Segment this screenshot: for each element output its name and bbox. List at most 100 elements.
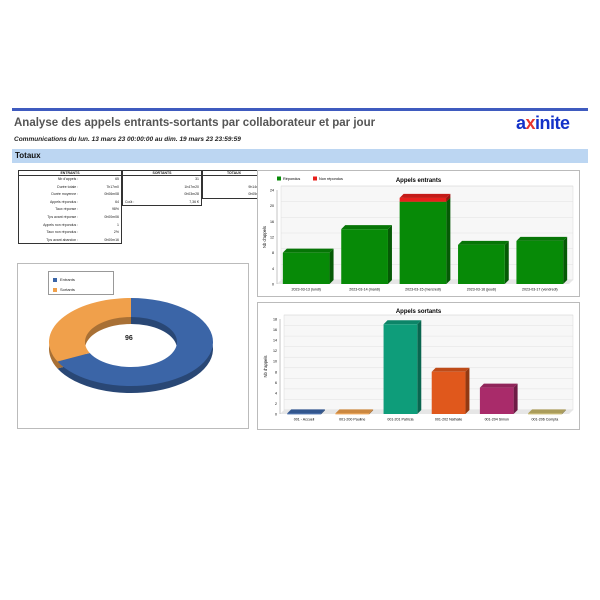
bar-side <box>387 225 392 284</box>
bar-side <box>446 197 451 284</box>
chart-title: Appels entrants <box>396 178 442 184</box>
y-tick-label: 14 <box>273 339 277 343</box>
row-value: 1 <box>117 222 119 227</box>
sortants-bar-chart: Appels sortants 0 2 4 6 8 10 12 14 16 18 Nb d'appel… <box>263 309 574 422</box>
sortants-column: SORTANTS 31 1h47m20 0h03m28 Coût : 7,36 € <box>122 170 202 207</box>
row-label: Durée moyenne : <box>51 192 79 197</box>
row-label: Appels non répondus : <box>43 222 79 227</box>
legend-item-entrants: Entrants <box>53 277 75 282</box>
y-tick-label: 0 <box>275 413 277 417</box>
sortants-chart-panel: Appels sortants 0 2 4 6 8 10 12 14 16 18 Nb d'appel… <box>257 302 580 430</box>
bar <box>516 240 564 284</box>
y-tick-label: 16 <box>273 328 277 332</box>
bar-side <box>417 320 422 414</box>
row-value: 65 <box>115 177 119 181</box>
row-value: 0h00m06 <box>104 214 119 219</box>
y-tick-label: 18 <box>273 318 277 322</box>
y-axis-label: Nb d'appels <box>263 356 268 378</box>
legend-label: Répondus <box>283 177 300 181</box>
section-title: Totaux <box>15 151 41 160</box>
legend-swatch <box>53 287 57 292</box>
row-value: 1h47m20 <box>184 184 199 189</box>
x-tick-label: 2023-03-15 (mercredi) <box>405 288 441 292</box>
period-subtitle: Communications du lun. 13 mars 23 00:00:… <box>14 136 241 143</box>
y-tick-label: 8 <box>275 370 277 374</box>
entrants-chart-panel: Appels entrants 0 4 8 12 16 20 24 Nb d'appels 202… <box>257 170 580 297</box>
entrants-column: ENTRANTS Nb d'appels : 65 Durée totale : 7h… <box>18 170 122 245</box>
y-tick-label: 12 <box>273 349 277 353</box>
bar <box>399 197 447 202</box>
row-label: Appels répondus : <box>49 199 79 204</box>
entrants-row: Appels non répondus : 1 <box>18 221 122 230</box>
donut-chart <box>48 298 213 393</box>
row-value: 31 <box>195 177 199 181</box>
bar-side <box>446 193 451 202</box>
bar <box>287 413 321 415</box>
row-value: 0h00m16 <box>104 237 119 242</box>
brand-logo: axinite <box>516 113 570 133</box>
bar <box>335 413 370 415</box>
bar-top <box>287 409 325 414</box>
row-value: 2% <box>113 230 119 235</box>
bar-side <box>320 409 325 415</box>
x-tick-label: 001-200 Pauline <box>339 418 365 422</box>
entrants-row: Durée totale : 7h17m0 <box>18 183 122 192</box>
row-value: 0h05m47 <box>248 192 263 197</box>
sortants-row: Coût : 7,36 € <box>122 198 202 207</box>
row-label: Taux réponse : <box>55 207 79 212</box>
row-value: 7h17m0 <box>106 184 119 189</box>
entrants-row: Taux réponse : 98% <box>18 206 122 214</box>
bar <box>383 324 418 414</box>
y-tick-label: 10 <box>273 360 277 364</box>
entrants-bar-chart: Appels entrants 0 4 8 12 16 20 24 Nb d'appels 202… <box>262 176 574 292</box>
section-header: Totaux <box>12 149 588 163</box>
donut-slice-entrants <box>57 298 213 386</box>
row-label: Taux non répondus : <box>46 230 79 235</box>
row-value: 0h06m08 <box>104 192 119 197</box>
row-value: 7,36 € <box>189 199 199 204</box>
bar-top <box>341 225 392 230</box>
bar <box>399 201 447 284</box>
entrants-row: Tps avant réponse : 0h00m06 <box>18 213 122 222</box>
legend-swatch <box>53 277 57 282</box>
plot-wall <box>283 314 574 411</box>
bar <box>341 229 388 284</box>
x-tick-label: 2023-03-17 (vendredi) <box>522 288 558 292</box>
donut-legend: Entrants Sortants <box>48 271 114 295</box>
x-tick-label: 001-204 Simon <box>485 418 509 422</box>
row-value: 9h14m21 <box>248 184 263 189</box>
entrants-row: Taux non répondus : 2% <box>18 229 122 237</box>
bar-top <box>479 383 518 388</box>
bar-side <box>369 409 374 415</box>
x-tick-label: 001-201 Patricia <box>387 418 413 422</box>
legend-swatch <box>313 176 317 181</box>
bar-top <box>383 320 422 325</box>
bar <box>479 387 514 414</box>
bar <box>431 371 466 414</box>
y-tick-label: 4 <box>272 267 274 271</box>
y-tick-label: 16 <box>270 220 274 224</box>
x-tick-label: 2023-03-14 (mardi) <box>349 288 380 292</box>
entrants-header: ENTRANTS <box>18 170 122 176</box>
y-tick-label: 6 <box>275 381 277 385</box>
entrants-row: Appels répondus : 64 <box>18 198 122 207</box>
row-value: 96 <box>203 176 265 184</box>
bar <box>282 252 330 284</box>
bar-top <box>516 236 568 241</box>
donut-slice-sortants <box>48 298 131 362</box>
entrants-row: Tps avant abandon : 0h00m16 <box>18 236 122 245</box>
row-label: Nb d'appels : <box>57 177 79 181</box>
bar-top <box>528 409 566 414</box>
sortants-row: 31 <box>122 176 202 184</box>
bar-top <box>335 409 374 414</box>
donut-total: 96 <box>125 335 133 342</box>
y-tick-label: 20 <box>270 204 274 208</box>
x-tick-label: 001-202 Nathalie <box>435 418 462 422</box>
legend-label: Sortants <box>60 287 75 292</box>
y-axis-label: Nb d'appels <box>262 226 267 248</box>
row-label: Coût : <box>125 199 135 204</box>
entrants-row: Durée moyenne : 0h06m08 <box>18 191 122 199</box>
legend-label: Non répondus <box>319 177 343 181</box>
bar-side <box>513 383 518 414</box>
x-tick-label: 2023-03-16 (jeudi) <box>467 288 496 292</box>
